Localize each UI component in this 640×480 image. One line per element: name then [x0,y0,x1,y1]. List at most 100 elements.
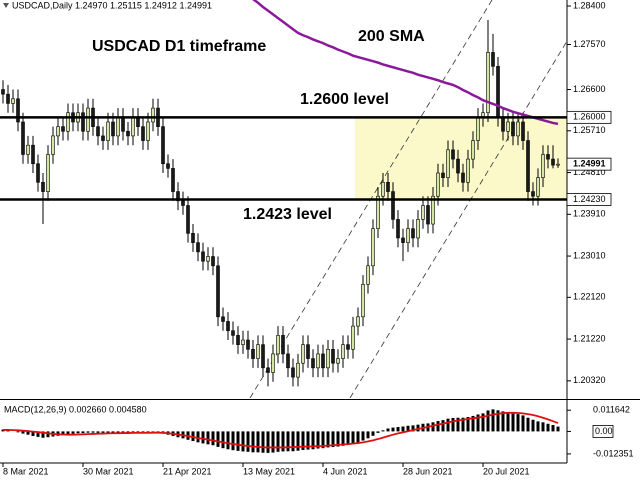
macd-bar [291,431,295,452]
y-tick-label: -0.012351 [593,448,634,458]
macd-bar [66,431,70,435]
macd-bar [296,431,300,451]
candle-body [366,265,370,285]
candle-body [246,339,250,350]
candle-body [356,316,360,327]
last-price-box [566,157,612,171]
macd-bar [31,431,35,436]
macd-bar [256,431,260,453]
candle-body [96,126,100,137]
candle-body [296,362,300,378]
macd-title: MACD(12,26,9) 0.002660 0.004580 [4,404,147,414]
candle-body [201,251,205,262]
signal-line [3,411,559,449]
candle-body [506,121,510,132]
candle-body [441,172,445,178]
candle-body [521,121,525,141]
candle-body [66,112,70,132]
background-layer [355,117,567,200]
macd-bar [506,412,510,432]
macd-bar [501,411,505,432]
candle-body [526,140,530,192]
candle-body [416,219,420,239]
candle-body [531,191,535,197]
candle-body [21,121,25,155]
candle-body [181,200,185,206]
candles-layer [0,0,567,387]
y-tick-label: 1.27570 [573,39,606,49]
candle-body [11,98,15,104]
candle-body [146,121,150,141]
candle-body [266,367,270,373]
candle-body [81,112,85,132]
y-tick-label: 0.00 [595,426,613,436]
macd-bar [371,431,375,436]
macd-bar [536,421,540,432]
candle-body [491,52,495,67]
level-label: 1.26000 [573,112,606,122]
level-annotation: 1.2600 level [300,91,389,108]
candle-body [421,205,425,220]
candle-body [396,219,400,239]
candle-body [261,344,265,369]
macd-bar [411,425,415,432]
candle-body [496,66,500,118]
macd-bar [311,431,315,450]
candle-body [101,135,105,141]
candle-body [406,228,410,243]
macd-bar [496,410,500,432]
candle-body [476,117,480,141]
candle-body [316,353,320,369]
macd-bar [326,431,330,448]
candle-body [161,126,165,165]
macd-bar [126,431,130,433]
macd-bar [276,431,280,452]
candle-body [236,335,240,345]
y-tick-label: 1.24810 [573,167,606,177]
macd-bar [16,431,20,433]
candle-body [536,177,540,197]
macd-bar [106,431,110,433]
macd-bar [436,421,440,432]
macd-bar [86,431,90,433]
macd-bar [236,431,240,451]
macd-bar [511,413,515,432]
candle-body [451,149,455,160]
macd-bar [476,414,480,432]
level-label: 1.24230 [573,194,606,204]
macd-bar [466,417,470,432]
x-tick-label: 13 May 2021 [243,466,295,476]
candle-body [136,117,140,127]
macd-bar [366,431,370,439]
y-tick-label: 1.23010 [573,250,606,260]
candle-body [151,107,155,123]
macd-bar [101,431,105,433]
candle-body [541,154,545,178]
macd-bar [541,422,545,432]
macd-bar [71,431,75,434]
macd-bar [261,431,265,453]
macd-bar [396,427,400,432]
macd-bar [216,431,220,447]
candle-body [376,195,380,229]
macd-bar [196,431,200,443]
candle-body [331,348,335,364]
macd-bar [556,426,560,432]
macd-bar [61,431,65,436]
candle-body [281,335,285,355]
candle-body [386,182,390,192]
macd-bar [136,431,140,433]
candle-body [471,140,475,160]
candle-body [1,89,5,95]
x-tick-label: 4 Jun 2021 [323,466,368,476]
candle-body [106,121,110,141]
candle-body [131,117,135,137]
macd-bar [356,431,360,443]
level-annotation: 1.2423 level [243,206,332,223]
candle-body [56,126,60,137]
candle-body [351,325,355,350]
candle-body [391,191,395,220]
y-tick-label: 1.21220 [573,333,606,343]
